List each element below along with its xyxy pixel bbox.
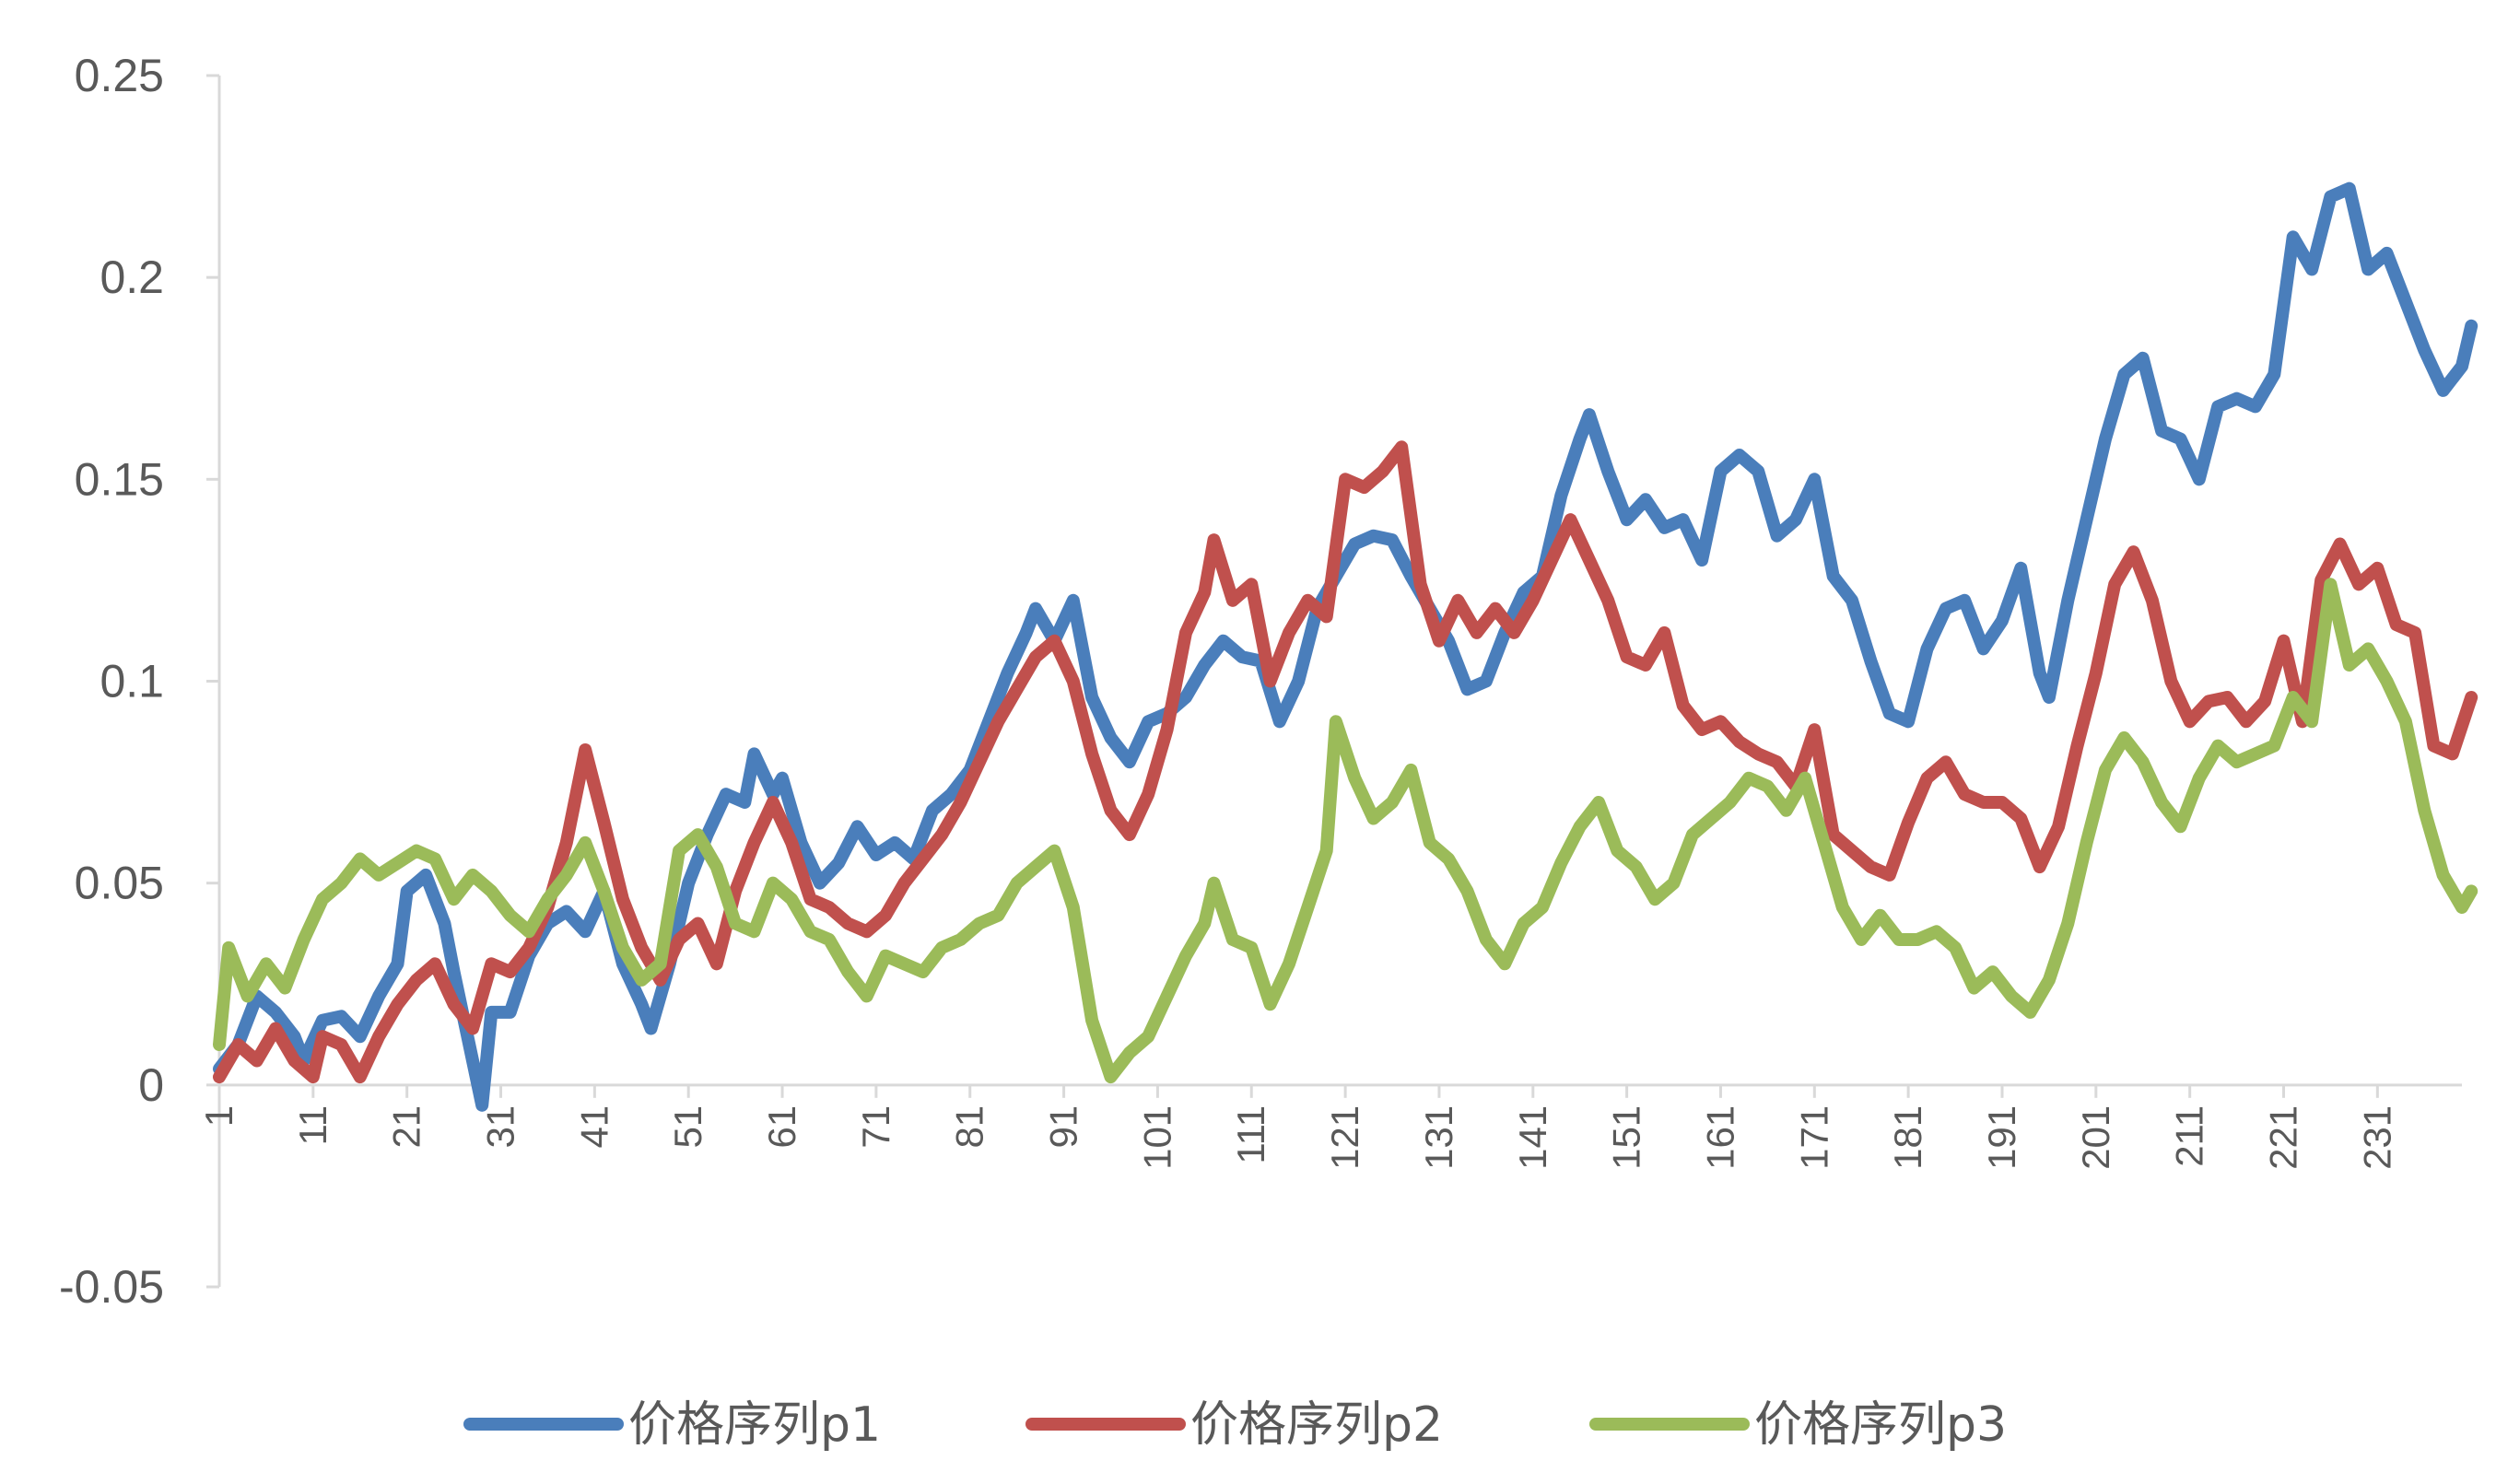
x-tick-label: 31 [479, 1105, 522, 1149]
x-tick-label: 141 [1511, 1105, 1554, 1170]
y-axis-ticks: -0.05 0 0.05 0.1 0.15 0.2 0.25 [59, 50, 219, 1313]
series-lines [213, 181, 2478, 1112]
x-tick-label: 11 [291, 1105, 334, 1146]
legend-label-p1: 价格序列p1 [628, 1397, 881, 1453]
x-tick-label: 61 [760, 1105, 803, 1149]
y-tick-label: 0 [138, 1059, 164, 1111]
series-line-p1 [213, 181, 2478, 1112]
x-tick-label: 1 [197, 1105, 240, 1127]
x-tick-label: 121 [1323, 1105, 1366, 1170]
series-line-p3 [213, 578, 2478, 1084]
x-tick-label: 151 [1605, 1105, 1648, 1170]
x-tick-label: 131 [1417, 1105, 1460, 1170]
x-tick-label: 21 [385, 1105, 428, 1149]
x-tick-label: 171 [1792, 1105, 1835, 1170]
x-tick-label: 181 [1886, 1105, 1929, 1170]
x-tick-label: 71 [854, 1105, 897, 1149]
x-tick-label: 221 [2262, 1105, 2305, 1170]
x-tick-label: 231 [2355, 1105, 2398, 1170]
x-axis-ticks: 1 11 21 31 41 51 61 71 81 91 101 111 121 131 141 151 161… [197, 1084, 2398, 1170]
x-tick-label: 191 [1980, 1105, 2023, 1170]
legend-label-p3: 价格序列p3 [1754, 1397, 2007, 1453]
x-tick-label: 101 [1135, 1105, 1178, 1170]
x-tick-label: 41 [572, 1105, 615, 1149]
x-tick-label: 51 [666, 1105, 709, 1149]
x-tick-label: 201 [2074, 1105, 2117, 1170]
x-tick-label: 91 [1042, 1105, 1085, 1149]
x-tick-label: 211 [2168, 1105, 2211, 1167]
axes [217, 76, 2462, 1287]
x-tick-label: 111 [1229, 1105, 1272, 1164]
legend-label-p2: 价格序列p2 [1190, 1397, 1443, 1453]
y-tick-label: 0.25 [75, 50, 164, 101]
y-tick-label: 0.1 [100, 656, 164, 707]
y-tick-label: -0.05 [59, 1261, 164, 1313]
x-tick-label: 81 [948, 1105, 991, 1149]
y-tick-label: 0.2 [100, 251, 164, 303]
y-tick-label: 0.05 [75, 858, 164, 909]
series-line-p2 [213, 440, 2478, 1084]
y-tick-label: 0.15 [75, 453, 164, 505]
legend: 价格序列p1 价格序列p2 价格序列p3 [463, 1397, 2007, 1453]
x-tick-label: 161 [1698, 1105, 1741, 1170]
